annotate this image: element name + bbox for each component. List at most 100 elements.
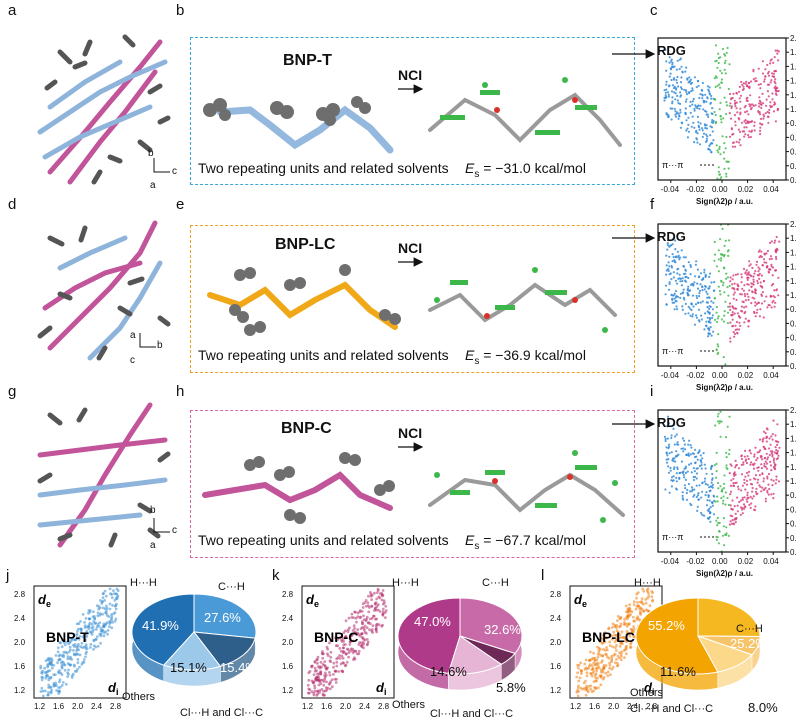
rdg-ytick-label: 0.0 bbox=[790, 548, 796, 557]
rdg-point bbox=[723, 53, 726, 56]
rdg-point bbox=[683, 467, 686, 470]
fingerprint-point bbox=[604, 664, 608, 667]
rdg-point bbox=[670, 451, 673, 454]
rdg-point bbox=[686, 127, 689, 130]
rdg-point bbox=[705, 133, 708, 136]
rdg-ytick-label: 1.2 bbox=[790, 277, 796, 286]
fingerprint-point bbox=[78, 653, 82, 657]
fingerprint-point bbox=[44, 674, 48, 678]
rdg-point bbox=[689, 264, 692, 267]
rdg-ytick-label: 1.2 bbox=[790, 91, 796, 100]
fingerprint-point bbox=[319, 682, 323, 686]
rdg-point bbox=[737, 485, 740, 488]
rdg-point bbox=[774, 434, 777, 437]
rdg-point bbox=[708, 275, 711, 278]
fingerprint-point bbox=[65, 640, 69, 644]
rdg-point bbox=[668, 75, 671, 78]
rdg-point bbox=[679, 280, 682, 283]
fingerprint-point bbox=[613, 661, 617, 665]
rdg-point bbox=[673, 443, 676, 446]
rdg-point bbox=[667, 261, 670, 264]
fingerprint-point bbox=[619, 658, 623, 662]
fingerprint-point bbox=[323, 663, 326, 667]
rdg-point bbox=[773, 305, 776, 308]
rdg-point bbox=[725, 526, 728, 529]
rdg-xlabel: Sign(λ2)ρ / a.u. bbox=[696, 197, 753, 206]
fingerprint-point bbox=[325, 680, 328, 684]
rdg-point bbox=[720, 118, 723, 121]
fingerprint-point bbox=[614, 634, 618, 637]
rdg-point bbox=[715, 451, 718, 454]
rdg-point bbox=[681, 437, 684, 440]
fingerprint-point bbox=[350, 616, 354, 619]
fingerprint-point bbox=[624, 604, 628, 608]
rdg-point bbox=[740, 293, 743, 296]
fingerprint-point bbox=[79, 627, 83, 631]
rdg-point bbox=[697, 124, 700, 127]
rdg-point bbox=[722, 356, 725, 359]
rdg-point bbox=[748, 470, 751, 473]
rdg-point bbox=[760, 255, 763, 258]
fingerprint-point bbox=[634, 607, 638, 611]
fingerprint-point bbox=[622, 649, 626, 652]
fingerprint-point bbox=[89, 631, 93, 634]
rdg-point bbox=[695, 467, 698, 470]
rdg-point bbox=[692, 121, 695, 124]
rdg-point bbox=[722, 499, 725, 502]
fingerprint-point bbox=[601, 668, 605, 672]
fingerprint-point bbox=[114, 607, 118, 611]
fingerprint-point bbox=[101, 596, 105, 600]
rdg-point bbox=[750, 129, 754, 132]
rdg-point bbox=[736, 510, 739, 513]
nci-box-b bbox=[190, 37, 635, 185]
rdg-point bbox=[723, 544, 726, 547]
rdg-point bbox=[753, 508, 756, 511]
rdg-pi-annotation: π···π bbox=[662, 346, 683, 356]
rdg-point bbox=[667, 457, 670, 461]
rdg-point bbox=[714, 113, 717, 117]
rdg-scatter-c: 2.01.81.61.41.21.00.80.60.40.20.0-0.04-0… bbox=[657, 34, 796, 206]
rdg-point bbox=[675, 480, 678, 483]
rdg-point bbox=[723, 310, 726, 313]
rdg-point bbox=[663, 435, 666, 438]
rdg-point bbox=[680, 447, 683, 450]
fingerprint-xtick-label: 1.6 bbox=[321, 702, 333, 711]
fingerprint-point bbox=[78, 635, 82, 638]
rdg-point bbox=[749, 108, 752, 111]
fingerprint-point bbox=[612, 653, 616, 657]
rdg-point bbox=[733, 472, 736, 475]
fingerprint-point bbox=[352, 632, 355, 636]
fingerprint-ytick-label: 2.8 bbox=[282, 590, 294, 599]
fingerprint-point bbox=[362, 618, 366, 621]
rdg-point bbox=[764, 68, 767, 71]
rdg-point bbox=[767, 70, 770, 73]
rdg-point bbox=[746, 84, 749, 87]
fingerprint-point bbox=[651, 591, 654, 595]
fingerprint-point bbox=[584, 658, 588, 662]
fingerprint-point bbox=[312, 673, 316, 676]
rdg-point bbox=[745, 269, 748, 272]
fingerprint-point bbox=[76, 629, 79, 633]
rdg-point bbox=[720, 176, 723, 179]
rdg-point bbox=[703, 288, 706, 291]
rdg-point bbox=[690, 283, 693, 286]
rdg-point bbox=[735, 298, 738, 302]
rdg-point bbox=[763, 456, 767, 459]
rdg-point bbox=[710, 94, 713, 98]
rdg-point bbox=[723, 474, 726, 477]
rdg-point bbox=[709, 101, 712, 104]
rdg-point bbox=[676, 443, 679, 446]
rdg-point bbox=[670, 58, 673, 61]
rdg-point bbox=[774, 85, 777, 88]
pie-slice-others bbox=[447, 635, 503, 675]
fingerprint-point bbox=[60, 663, 64, 667]
fingerprint-point bbox=[96, 614, 100, 618]
rdg-point bbox=[729, 337, 732, 340]
rdg-point bbox=[700, 127, 704, 130]
rdg-point bbox=[736, 504, 739, 507]
rdg-point bbox=[725, 172, 728, 175]
rdg-point bbox=[776, 248, 779, 251]
fingerprint-point bbox=[594, 676, 597, 679]
rdg-point bbox=[744, 133, 747, 136]
rdg-point bbox=[674, 110, 677, 113]
